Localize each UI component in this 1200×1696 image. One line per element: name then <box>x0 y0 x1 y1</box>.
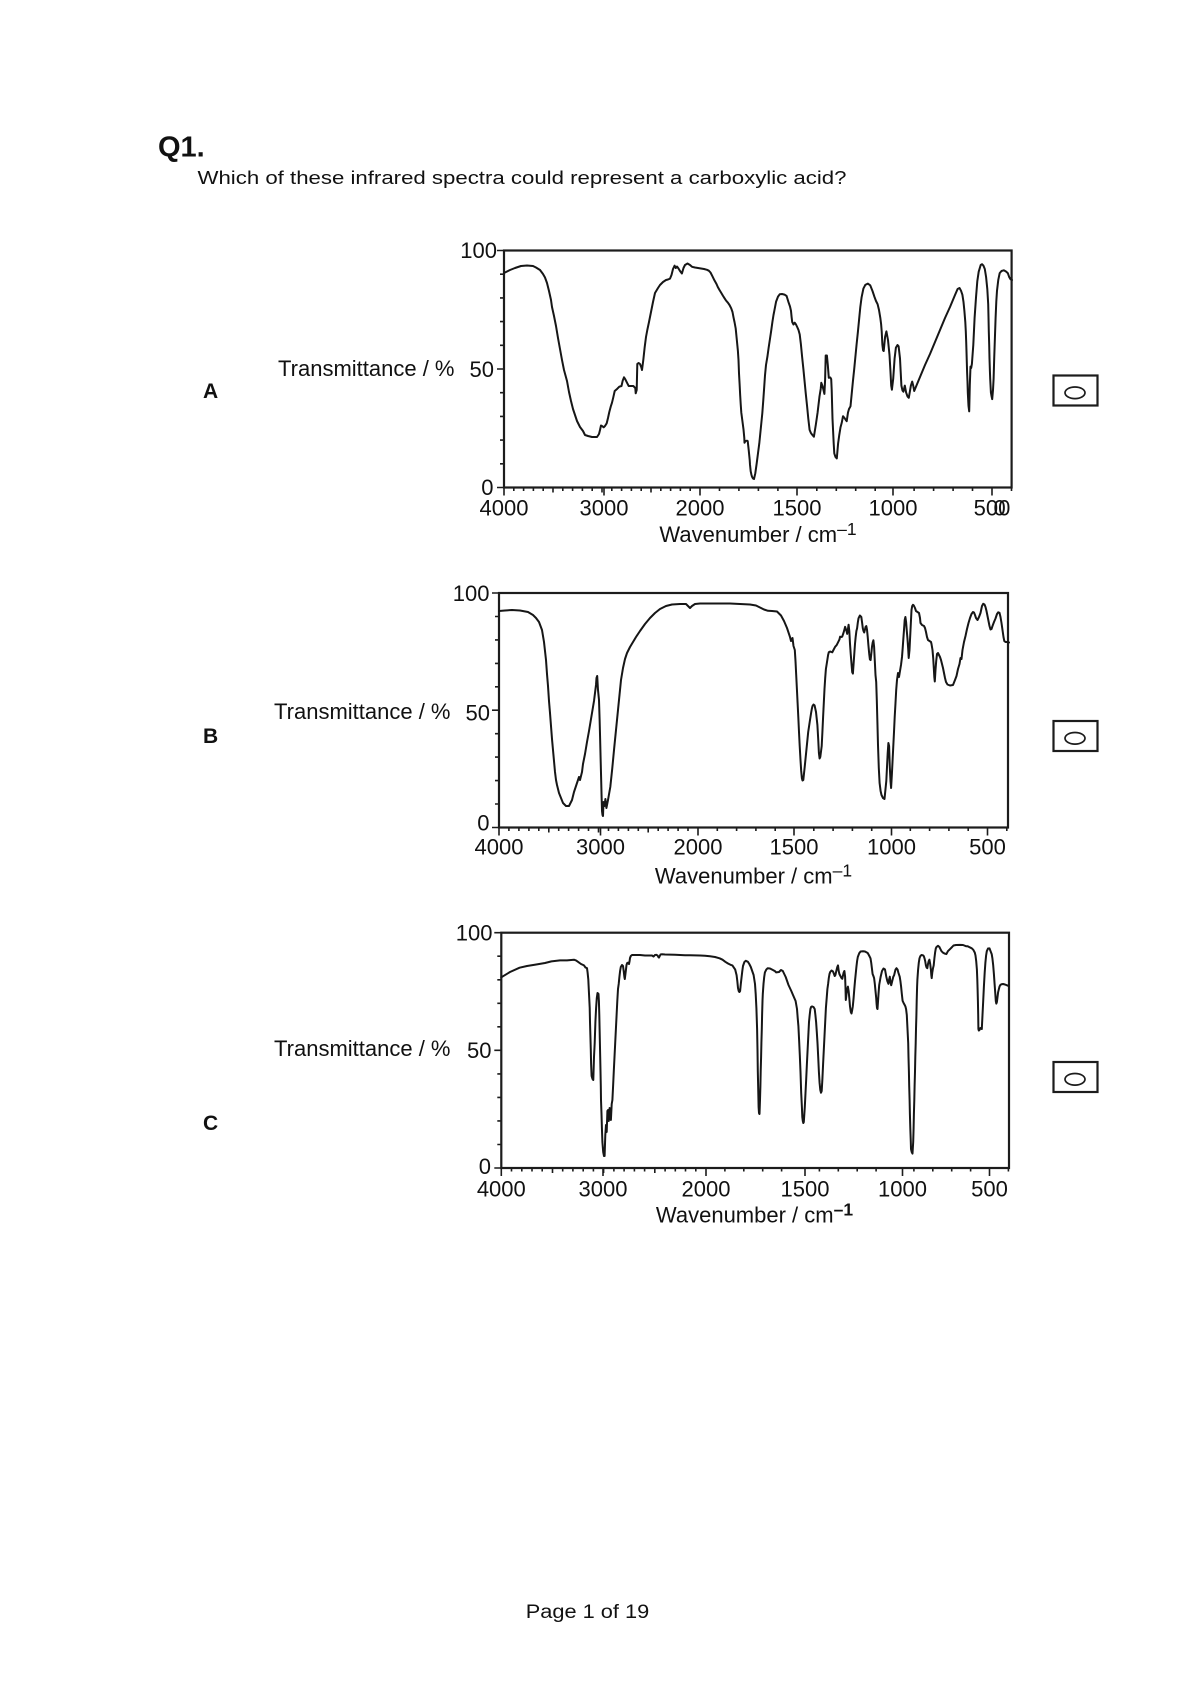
svg-text:3000: 3000 <box>576 835 625 860</box>
svg-text:1500: 1500 <box>773 496 822 521</box>
svg-text:100: 100 <box>456 921 493 946</box>
svg-text:3000: 3000 <box>579 1177 628 1202</box>
svg-text:4000: 4000 <box>475 835 524 860</box>
svg-text:100: 100 <box>460 238 497 263</box>
svg-text:3000: 3000 <box>580 496 629 521</box>
svg-text:1000: 1000 <box>869 496 918 521</box>
svg-text:Which of these infrared spectr: Which of these infrared spectra could re… <box>198 168 847 188</box>
svg-text:50: 50 <box>467 1038 491 1063</box>
svg-text:0: 0 <box>481 475 493 500</box>
svg-text:50: 50 <box>466 701 490 726</box>
svg-text:0: 0 <box>994 496 1006 521</box>
svg-text:Wavenumber / cm–1: Wavenumber / cm–1 <box>659 519 856 547</box>
svg-text:Transmittance / %: Transmittance / % <box>278 356 454 381</box>
svg-text:1000: 1000 <box>867 835 916 860</box>
svg-text:100: 100 <box>453 581 490 606</box>
svg-text:Page 1 of 19: Page 1 of 19 <box>526 1602 650 1623</box>
svg-text:A: A <box>203 380 218 403</box>
svg-text:1500: 1500 <box>770 835 819 860</box>
svg-text:B: B <box>203 725 218 748</box>
svg-text:Wavenumber / cm–1: Wavenumber / cm–1 <box>655 861 852 889</box>
svg-text:Transmittance / %: Transmittance / % <box>274 699 450 724</box>
svg-text:500: 500 <box>969 835 1006 860</box>
svg-text:0: 0 <box>477 811 489 836</box>
svg-text:C: C <box>203 1112 218 1135</box>
svg-text:500: 500 <box>974 496 1011 521</box>
svg-text:500: 500 <box>971 1177 1008 1202</box>
svg-text:50: 50 <box>470 357 494 382</box>
svg-text:Wavenumber / cm–1: Wavenumber / cm–1 <box>656 1199 853 1227</box>
svg-text:1000: 1000 <box>878 1177 927 1202</box>
svg-text:Transmittance / %: Transmittance / % <box>274 1036 450 1061</box>
svg-text:1500: 1500 <box>781 1177 830 1202</box>
svg-text:2000: 2000 <box>674 835 723 860</box>
svg-text:2000: 2000 <box>682 1177 731 1202</box>
svg-text:0: 0 <box>479 1154 491 1179</box>
svg-text:4000: 4000 <box>480 496 529 521</box>
svg-text:Q1.: Q1. <box>158 132 205 164</box>
svg-text:2000: 2000 <box>676 496 725 521</box>
svg-text:4000: 4000 <box>477 1177 526 1202</box>
